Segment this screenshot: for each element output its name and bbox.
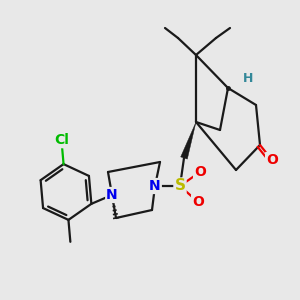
Text: S: S [175,178,185,194]
Text: O: O [194,165,206,179]
Polygon shape [181,122,196,159]
Text: N: N [149,179,161,193]
Text: O: O [192,195,204,209]
Text: O: O [266,153,278,167]
Text: Cl: Cl [54,133,69,147]
Text: H: H [243,71,253,85]
Text: N: N [106,188,118,202]
